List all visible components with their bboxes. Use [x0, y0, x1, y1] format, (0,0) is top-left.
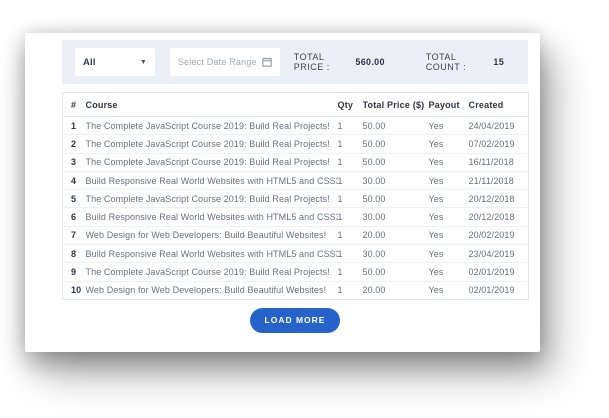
table-cell: 20/12/2018 — [468, 207, 529, 227]
table-cell: Yes — [428, 153, 469, 172]
total-count: TOTAL COUNT : 15 — [426, 52, 504, 72]
table-row: 8 Build Responsive Real World Websites wi… — [62, 244, 529, 264]
table-row: 10 Web Design for Web Developers: Build B… — [63, 281, 529, 299]
table-row: 2 The Complete JavaScript Course 2019: Bu… — [62, 134, 529, 154]
table-cell: 1 — [337, 207, 363, 227]
total-price-value: 560.00 — [355, 57, 385, 67]
table-cell: 7 — [62, 226, 86, 246]
table-cell: 1 — [337, 285, 343, 296]
category-select[interactable]: All ▼ — [75, 48, 155, 76]
calendar-icon[interactable] — [262, 57, 272, 67]
load-more-row: LOAD MORE — [62, 307, 528, 333]
table-row: 1 The Complete JavaScript Course 2019: Bu… — [62, 116, 529, 136]
table-cell: Yes — [428, 285, 444, 296]
table-cell: 50.00 — [362, 153, 429, 172]
table-cell: 20/02/2019 — [468, 226, 529, 246]
table-cell: The Complete JavaScript Course 2019: Bui… — [85, 134, 338, 154]
table-cell: 1 — [337, 134, 363, 154]
table-row: 4 Build Responsive Real World Websites wi… — [62, 171, 529, 191]
table-cell: Build Responsive Real World Websites wit… — [85, 244, 338, 264]
table-cell: 23/04/2019 — [468, 244, 529, 264]
filter-bar: All ▼ Select Date Range TOTAL PRICE : 56… — [62, 40, 528, 84]
table-cell: The Complete JavaScript Course 2019: Bui… — [85, 153, 338, 172]
table-cell: 10 — [71, 285, 82, 296]
category-select-value: All — [83, 56, 96, 68]
table-cell: 3 — [62, 153, 86, 172]
date-range-input[interactable]: Select Date Range — [169, 48, 280, 76]
total-price-label: TOTAL PRICE : — [293, 52, 330, 72]
column-header: Created — [468, 92, 529, 117]
column-header: Qty — [337, 92, 363, 117]
table-cell: 16/11/2018 — [468, 153, 529, 172]
table-row: 3 The Complete JavaScript Course 2019: Bu… — [62, 153, 529, 172]
table-cell: Yes — [428, 226, 469, 246]
table-cell: Build Responsive Real World Websites wit… — [85, 171, 338, 191]
table-cell: 6 — [62, 207, 86, 227]
table-cell: 50.00 — [362, 116, 429, 136]
table-cell: Yes — [428, 171, 469, 191]
table-cell: 1 — [337, 244, 363, 264]
table-cell: 21/11/2018 — [468, 171, 529, 191]
total-count-value: 15 — [493, 57, 505, 67]
table-cell: 1 — [337, 116, 363, 136]
table-cell: 30.00 — [362, 171, 429, 191]
table-cell: 2 — [62, 134, 86, 154]
table-cell: The Complete JavaScript Course 2019: Bui… — [85, 189, 338, 209]
table-cell: 1 — [337, 262, 363, 282]
table-row: 6 Build Responsive Real World Websites wi… — [62, 207, 529, 227]
table-cell: 50.00 — [362, 262, 429, 282]
table-cell: 1 — [62, 116, 86, 136]
table-cell: Yes — [428, 134, 469, 154]
table-body: 1 The Complete JavaScript Course 2019: Bu… — [62, 116, 529, 300]
date-range-placeholder: Select Date Range — [177, 57, 257, 67]
table-cell: 02/01/2019 — [468, 262, 529, 282]
table-cell: 8 — [62, 244, 86, 264]
table-cell: 02/01/2019 — [468, 285, 515, 296]
column-header: Total Price ($) — [362, 92, 429, 117]
table-cell: Yes — [428, 189, 469, 209]
table-cell: Build Responsive Real World Websites wit… — [85, 207, 338, 227]
table-cell: 5 — [62, 189, 86, 209]
table-row: 7 Web Design for Web Developers: Build Be… — [62, 226, 529, 246]
purchases-table: # Course Qty Total Price ($) Payout Created 1… — [62, 92, 529, 300]
table-cell: Web Design for Web Developers: Build Bea… — [85, 285, 327, 296]
table-cell: 1 — [337, 153, 363, 172]
purchases-card: All ▼ Select Date Range TOTAL PRICE : 56… — [25, 33, 540, 352]
table-row: 9 The Complete JavaScript Course 2019: Bu… — [62, 262, 529, 282]
table-cell: 4 — [62, 171, 86, 191]
table-cell: 1 — [337, 226, 363, 246]
table-cell: 20/12/2018 — [468, 189, 529, 209]
table-cell: 07/02/2019 — [468, 134, 529, 154]
table-cell: 9 — [62, 262, 86, 282]
table-cell: Yes — [428, 244, 469, 264]
table-cell: 1 — [337, 189, 363, 209]
column-header: Course — [85, 92, 338, 117]
table-cell: 20.00 — [362, 226, 429, 246]
table-cell: 24/04/2019 — [468, 116, 529, 136]
table-cell: 30.00 — [362, 244, 429, 264]
table-cell: 30.00 — [362, 207, 429, 227]
table-cell: The Complete JavaScript Course 2019: Bui… — [85, 262, 338, 282]
column-header: # — [62, 92, 86, 117]
table-cell: 50.00 — [362, 134, 429, 154]
total-price: TOTAL PRICE : 560.00 — [294, 52, 385, 72]
table-cell: Yes — [428, 207, 469, 227]
table-cell: Yes — [428, 116, 469, 136]
total-count-label: TOTAL COUNT : — [425, 52, 467, 72]
table-cell: Web Design for Web Developers: Build Bea… — [85, 226, 338, 246]
table-cell: The Complete JavaScript Course 2019: Bui… — [85, 116, 338, 136]
table-cell: Yes — [428, 262, 469, 282]
table-cell: 20.00 — [362, 285, 386, 296]
column-header: Payout — [428, 92, 469, 117]
chevron-down-icon: ▼ — [139, 58, 147, 66]
load-more-button[interactable]: LOAD MORE — [249, 307, 341, 333]
table-header-row: # Course Qty Total Price ($) Payout Created — [62, 92, 529, 117]
table-row: 5 The Complete JavaScript Course 2019: Bu… — [62, 189, 529, 209]
table-cell: 50.00 — [362, 189, 429, 209]
table-cell: 1 — [337, 171, 363, 191]
